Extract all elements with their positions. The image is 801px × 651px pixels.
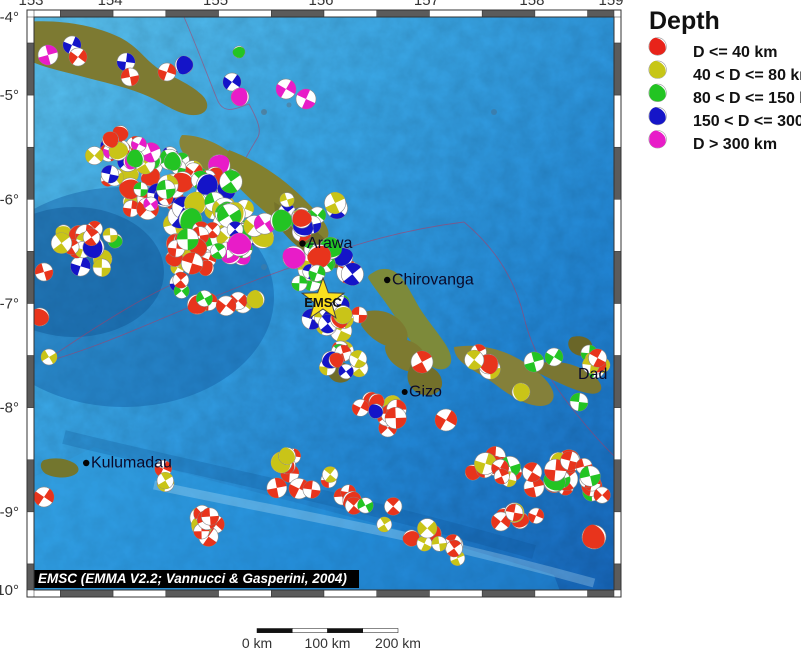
svg-text:-6°: -6° — [0, 191, 19, 208]
svg-text:155°: 155° — [203, 0, 234, 9]
svg-text:157°: 157° — [414, 0, 445, 9]
svg-text:153°: 153° — [18, 0, 49, 9]
svg-text:-8°: -8° — [0, 400, 19, 417]
svg-text:-5°: -5° — [0, 87, 19, 104]
svg-text:-7°: -7° — [0, 296, 19, 313]
svg-text:-4°: -4° — [0, 9, 19, 26]
svg-text:-10°: -10° — [0, 582, 19, 599]
svg-text:159°: 159° — [598, 0, 629, 9]
svg-text:156°: 156° — [308, 0, 339, 9]
svg-text:154°: 154° — [98, 0, 129, 9]
svg-text:158°: 158° — [519, 0, 550, 9]
svg-text:-9°: -9° — [0, 504, 19, 521]
